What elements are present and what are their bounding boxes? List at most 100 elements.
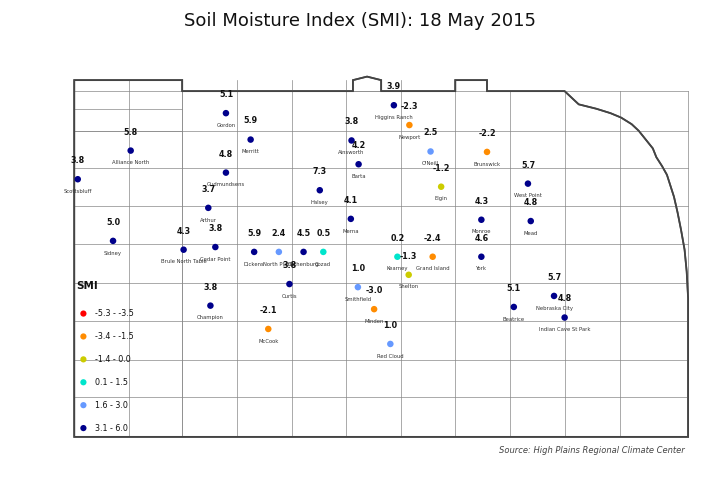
- Point: [388, 101, 400, 109]
- Text: 4.1: 4.1: [343, 196, 358, 205]
- Point: [346, 136, 357, 144]
- Text: Halsey: Halsey: [311, 200, 328, 205]
- Point: [427, 253, 438, 260]
- Text: Sidney: Sidney: [104, 251, 122, 256]
- Text: Gordon: Gordon: [217, 123, 235, 128]
- Text: McCook: McCook: [258, 339, 279, 344]
- Point: [72, 175, 84, 183]
- Text: Higgins Ranch: Higgins Ranch: [375, 115, 413, 120]
- Text: Newport: Newport: [398, 135, 420, 140]
- Point: [220, 169, 232, 177]
- Text: -1.3: -1.3: [400, 252, 418, 261]
- Point: [78, 310, 89, 318]
- Text: -2.3: -2.3: [400, 102, 418, 111]
- Text: Dickens: Dickens: [244, 261, 264, 267]
- Point: [263, 325, 274, 333]
- Text: Gudmundsens: Gudmundsens: [207, 182, 245, 187]
- Point: [476, 253, 487, 260]
- Text: Elgin: Elgin: [435, 197, 448, 201]
- Point: [476, 216, 487, 224]
- Text: O'Neill: O'Neill: [422, 161, 439, 166]
- Text: Source: High Plains Regional Climate Center: Source: High Plains Regional Climate Cen…: [499, 446, 685, 454]
- Text: -2.4: -2.4: [424, 234, 441, 242]
- Text: 3.9: 3.9: [387, 82, 401, 91]
- Point: [78, 424, 89, 432]
- Point: [284, 280, 295, 288]
- Text: -1.2: -1.2: [433, 164, 450, 173]
- Text: 4.5: 4.5: [297, 229, 310, 238]
- Text: Shelton: Shelton: [399, 285, 419, 289]
- Point: [384, 340, 396, 348]
- Point: [404, 121, 415, 129]
- Text: West Point: West Point: [514, 193, 542, 198]
- Text: Curtis: Curtis: [282, 294, 297, 299]
- Text: -2.1: -2.1: [259, 306, 277, 315]
- Text: Gothenburg: Gothenburg: [288, 261, 319, 267]
- Text: 0.1 - 1.5: 0.1 - 1.5: [95, 378, 128, 387]
- Text: Brule North Table: Brule North Table: [161, 259, 207, 264]
- Text: 7.3: 7.3: [312, 167, 327, 176]
- Text: Minden: Minden: [364, 319, 384, 324]
- Text: -2.2: -2.2: [478, 129, 496, 138]
- Text: Cedar Point: Cedar Point: [200, 257, 230, 262]
- Text: 4.8: 4.8: [219, 150, 233, 159]
- Text: Scottsbluff: Scottsbluff: [63, 189, 92, 194]
- Text: 4.3: 4.3: [474, 197, 488, 206]
- Point: [178, 246, 189, 254]
- Text: 4.2: 4.2: [351, 141, 366, 150]
- Point: [522, 180, 534, 187]
- Point: [78, 355, 89, 363]
- Point: [204, 302, 216, 309]
- Text: 3.8: 3.8: [282, 261, 297, 270]
- Text: -3.0: -3.0: [366, 286, 383, 295]
- Point: [436, 183, 447, 191]
- Point: [352, 283, 364, 291]
- Point: [273, 248, 284, 256]
- Point: [298, 248, 310, 256]
- Text: Monroe: Monroe: [472, 229, 491, 234]
- Point: [210, 243, 221, 251]
- Text: 0.5: 0.5: [316, 229, 330, 238]
- Text: 3.1 - 6.0: 3.1 - 6.0: [95, 424, 128, 433]
- Point: [345, 215, 356, 223]
- Point: [508, 303, 520, 311]
- Text: North Platte: North Platte: [263, 261, 294, 267]
- Text: 3.8: 3.8: [344, 118, 359, 126]
- Text: 3.8: 3.8: [208, 224, 222, 233]
- Text: 5.7: 5.7: [521, 161, 535, 169]
- Title: Soil Moisture Index (SMI): 18 May 2015: Soil Moisture Index (SMI): 18 May 2015: [184, 12, 536, 30]
- Text: 5.7: 5.7: [547, 273, 561, 282]
- Text: 4.8: 4.8: [523, 198, 538, 207]
- Point: [369, 305, 380, 313]
- Text: Red Cloud: Red Cloud: [377, 354, 404, 359]
- Text: Champion: Champion: [197, 315, 224, 320]
- Point: [314, 186, 325, 194]
- Text: 5.9: 5.9: [243, 117, 258, 125]
- Text: Merritt: Merritt: [242, 149, 260, 154]
- Text: Mead: Mead: [523, 231, 538, 236]
- Text: Beatrice: Beatrice: [503, 317, 525, 322]
- Point: [245, 136, 256, 143]
- Point: [202, 204, 214, 212]
- Text: 5.1: 5.1: [219, 90, 233, 99]
- Text: SMI: SMI: [76, 281, 98, 291]
- Text: Merna: Merna: [343, 228, 359, 234]
- Text: 0.2: 0.2: [390, 234, 405, 242]
- Point: [125, 147, 136, 154]
- Point: [525, 217, 536, 225]
- Point: [318, 248, 329, 256]
- Text: 1.0: 1.0: [383, 321, 397, 330]
- Point: [549, 292, 560, 300]
- Point: [392, 253, 403, 260]
- Text: 2.5: 2.5: [423, 128, 438, 137]
- Text: Nebraska City: Nebraska City: [536, 305, 572, 311]
- Point: [78, 378, 89, 386]
- Text: Ainsworth: Ainsworth: [338, 150, 365, 155]
- Text: Barta: Barta: [351, 174, 366, 179]
- Point: [353, 160, 364, 168]
- Polygon shape: [74, 76, 688, 437]
- Text: 2.4: 2.4: [271, 229, 286, 238]
- Text: -5.3 - -3.5: -5.3 - -3.5: [95, 309, 134, 318]
- Text: 5.9: 5.9: [247, 229, 261, 238]
- Point: [78, 401, 89, 409]
